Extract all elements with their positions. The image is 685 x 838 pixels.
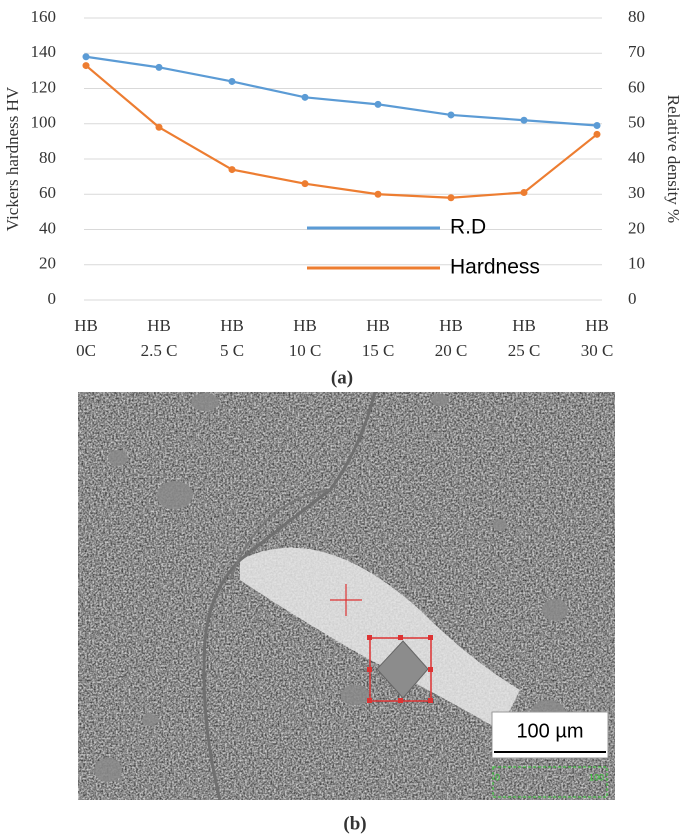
scale-box — [491, 711, 609, 759]
series-line — [85, 64, 598, 199]
scale-tick-label: 0 — [495, 772, 500, 782]
data-point — [593, 130, 601, 138]
y2-tick-label: 30 — [628, 183, 645, 202]
y2-tick-label: 20 — [628, 218, 645, 237]
data-point — [447, 111, 455, 119]
x-tick-label: 2.5 C — [141, 341, 178, 360]
data-point — [520, 188, 528, 196]
y2-tick-label: 10 — [628, 254, 645, 273]
x-tick-label: HB — [147, 316, 171, 335]
x-tick-label: 0C — [76, 341, 96, 360]
x-tick-label: HB — [439, 316, 463, 335]
y-tick-label: 60 — [39, 183, 56, 202]
scale-tick-label: 100 — [589, 772, 604, 782]
y-tick-label: 40 — [39, 218, 56, 237]
x-tick-label: HB — [512, 316, 536, 335]
x-tick-label: HB — [585, 316, 609, 335]
y-tick-label: 20 — [39, 254, 56, 273]
crack — [202, 392, 377, 800]
scale-ruler — [492, 766, 608, 798]
x-tick-label: 5 C — [220, 341, 244, 360]
x-tick-label: HB — [293, 316, 317, 335]
handles — [367, 635, 433, 703]
data-point — [593, 122, 601, 130]
x-tick-label: 30 C — [581, 341, 614, 360]
micrograph: 100 µm 0 100 — [78, 392, 615, 800]
data-point — [228, 166, 236, 174]
y2-axis-title: Relative density % — [664, 95, 683, 223]
legend-label: Hardness — [450, 256, 540, 279]
scale-bar-label: 100 µm — [516, 720, 583, 742]
data-point — [228, 77, 236, 85]
crack — [229, 489, 331, 581]
data-point — [155, 63, 163, 71]
y-tick-label: 0 — [48, 289, 57, 308]
legend-label: R.D — [450, 216, 486, 239]
data-point — [82, 62, 90, 70]
y2-tick-label: 40 — [628, 148, 645, 167]
x-tick-label: 25 C — [508, 341, 541, 360]
bright-region — [240, 547, 520, 730]
y-tick-label: 100 — [31, 113, 57, 132]
x-tick-label: HB — [220, 316, 244, 335]
x-tick-label: 20 C — [435, 341, 468, 360]
data-point — [82, 53, 90, 61]
y2-tick-label: 50 — [628, 113, 645, 132]
data-point — [447, 194, 455, 202]
x-tick-label: 15 C — [362, 341, 395, 360]
x-tick-label: HB — [74, 316, 98, 335]
panel-caption: (b) — [343, 813, 366, 834]
series-line — [85, 55, 598, 127]
y2-tick-label: 80 — [628, 7, 645, 26]
x-tick-label: HB — [366, 316, 390, 335]
x-tick-label: 10 C — [289, 341, 322, 360]
y-tick-label: 160 — [31, 7, 57, 26]
y-tick-label: 140 — [31, 42, 57, 61]
panel-caption: (a) — [331, 367, 353, 388]
data-point — [155, 123, 163, 131]
y-axis-title: Vickers hardness HV — [3, 86, 22, 231]
y2-tick-label: 70 — [628, 42, 645, 61]
y2-tick-label: 0 — [628, 289, 637, 308]
y-tick-label: 120 — [31, 77, 57, 96]
data-point — [301, 180, 309, 188]
data-point — [520, 116, 528, 124]
y2-tick-label: 60 — [628, 77, 645, 96]
y-tick-label: 80 — [39, 148, 56, 167]
data-point — [374, 190, 382, 198]
data-point — [374, 100, 382, 108]
data-point — [301, 93, 309, 101]
red-cross — [330, 584, 362, 616]
